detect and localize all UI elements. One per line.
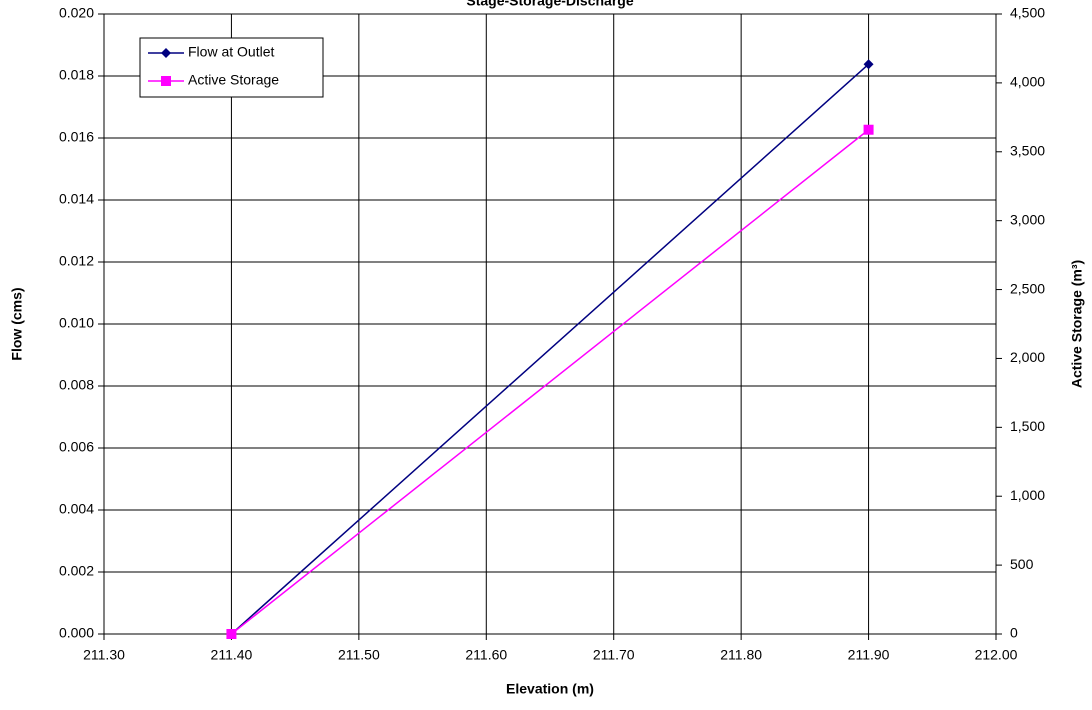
series-line [230,63,870,635]
y-tick-label: 0.016 [59,129,94,145]
y-tick-label: 0.020 [59,5,94,21]
chart-title: Stage-Storage-Discharge [466,0,633,9]
y-axis-title: Flow (cms) [9,287,25,360]
y-tick-label: 0.004 [59,501,94,517]
series-line [230,129,870,635]
y2-tick-label: 4,500 [1010,5,1045,21]
y2-tick-label: 0 [1010,625,1018,641]
x-tick-label: 211.90 [848,647,890,663]
y-tick-label: 0.002 [59,563,94,579]
x-tick-label: 211.30 [83,647,125,663]
y2-tick-label: 2,500 [1010,280,1045,296]
x-tick-label: 211.80 [720,647,762,663]
marker [161,48,171,58]
y2-tick-label: 500 [1010,556,1034,572]
x-tick-label: 211.40 [211,647,253,663]
y2-tick-label: 2,000 [1010,349,1045,365]
x-tick-label: 211.60 [465,647,507,663]
y2-tick-label: 1,000 [1010,487,1045,503]
legend-label: Flow at Outlet [188,44,274,60]
y2-tick-label: 3,500 [1010,142,1045,158]
marker [226,629,237,639]
y-tick-label: 0.014 [59,191,94,207]
y-tick-label: 0.000 [59,625,94,641]
y2-tick-label: 4,000 [1010,74,1045,90]
marker [863,59,874,70]
y-tick-label: 0.010 [59,315,94,331]
x-tick-label: 211.70 [593,647,635,663]
y-tick-label: 0.008 [59,377,94,393]
x-tick-label: 212.00 [975,647,1018,663]
y2-tick-label: 3,000 [1010,211,1045,227]
legend-box [139,37,324,98]
marker [863,124,874,135]
legend-label: Active Storage [188,72,279,88]
y2-axis-title: Active Storage (m³) [1069,260,1085,388]
plot-frame [103,13,997,635]
x-axis-title: Elevation (m) [506,681,594,697]
y2-tick-label: 1,500 [1010,418,1045,434]
y-tick-label: 0.012 [59,253,94,269]
y-tick-label: 0.018 [59,67,94,83]
x-tick-label: 211.50 [338,647,380,663]
y-tick-label: 0.006 [59,439,94,455]
marker [161,76,171,86]
